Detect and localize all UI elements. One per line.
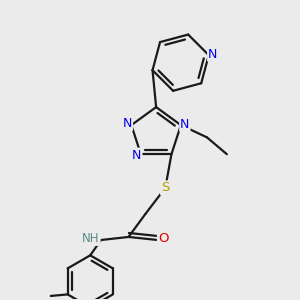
Text: N: N — [132, 148, 142, 162]
Text: N: N — [123, 117, 132, 130]
Text: N: N — [180, 118, 190, 131]
Text: S: S — [161, 182, 170, 194]
Text: NH: NH — [82, 232, 100, 245]
Text: N: N — [208, 48, 218, 61]
Text: O: O — [158, 232, 168, 245]
